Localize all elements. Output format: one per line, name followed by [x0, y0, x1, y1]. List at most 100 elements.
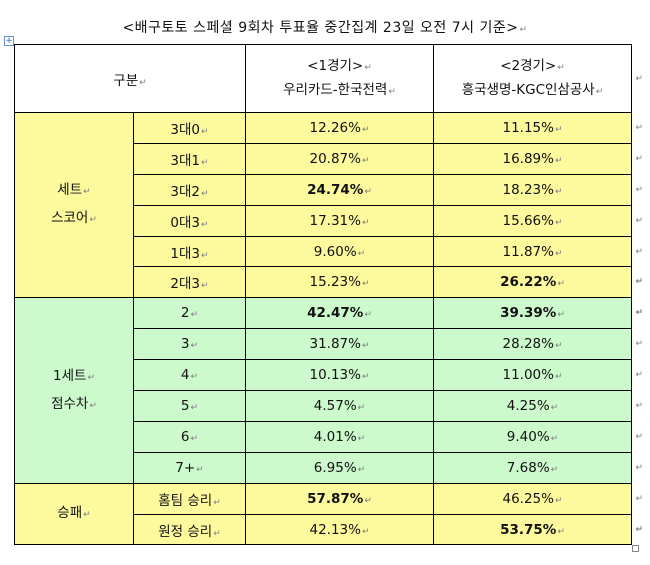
table-row: 1세트↵ 점수차↵ 2↵ 42.47%↵ 39.39%↵ ↵ — [14, 297, 643, 484]
row-label-cell: 4↵ — [133, 359, 246, 392]
row-label: 7+ — [175, 459, 196, 476]
game2-rate-cell: 46.25%↵ ↵ — [433, 482, 643, 515]
game2-rate-cell: 15.66%↵ ↵ — [433, 204, 643, 237]
rate-value: 57.87% — [307, 490, 364, 507]
header-game1-teams: 우리카드-한국전력 — [283, 81, 388, 98]
game2-rate-cell: 39.39%↵ ↵ — [433, 297, 643, 330]
rate-value: 12.26% — [309, 119, 361, 136]
section-label-cell: 세트↵ 스코어↵ — [14, 111, 134, 299]
row-label: 6 — [180, 428, 190, 445]
table-resize-handle[interactable] — [632, 545, 639, 552]
header-game2-label: <2경기> — [500, 57, 557, 74]
section-label-cell: 승패↵ — [14, 482, 134, 546]
game2-rate-cell: 26.22%↵ ↵ — [433, 266, 643, 299]
rate-value: 10.13% — [309, 367, 361, 384]
rate-value: 4.01% — [313, 428, 357, 445]
row-label-cell: 3↵ — [133, 328, 246, 361]
rate-value: 31.87% — [309, 336, 361, 353]
row-label-cell: 3대2↵ — [133, 173, 246, 206]
rate-value: 42.47% — [307, 305, 364, 322]
row-label-cell: 0대3↵ — [133, 204, 246, 237]
table-row: 승패↵ 홈팀 승리↵ 57.87%↵ 46.25%↵ ↵ — [14, 482, 643, 546]
rate-value: 17.31% — [309, 212, 361, 229]
table-row: 1대3↵ 9.60%↵ 11.87%↵ ↵ — [15, 235, 643, 268]
game1-rate-cell: 15.23%↵ — [245, 266, 434, 299]
rate-value: 11.87% — [502, 243, 554, 260]
row-label: 1대3 — [170, 245, 201, 262]
row-label: 홈팀 승리 — [158, 492, 213, 509]
rate-value: 11.00% — [502, 367, 554, 384]
game1-rate-cell: 20.87%↵ — [245, 142, 434, 175]
row-label-cell: 6↵ — [133, 420, 246, 453]
game2-rate-cell: 53.75%↵ ↵ — [433, 513, 643, 546]
rate-value: 53.75% — [500, 521, 557, 538]
row-label-cell: 7+↵ — [133, 451, 246, 484]
rate-value: 18.23% — [502, 181, 554, 198]
game2-rate-cell: 11.00%↵ ↵ — [433, 359, 643, 392]
game1-rate-cell: 4.57%↵ — [245, 390, 434, 422]
row-label-cell: 5↵ — [133, 390, 246, 422]
row-label: 0대3 — [170, 214, 201, 231]
game1-rate-cell: 31.87%↵ — [245, 328, 434, 361]
game2-rate-cell: 11.87%↵ ↵ — [433, 235, 643, 268]
table-row: 5↵ 4.57%↵ 4.25%↵ ↵ — [15, 390, 643, 422]
game1-rate-cell: 12.26%↵ — [245, 112, 434, 144]
header-game1-cell: <1경기>↵ 우리카드-한국전력↵ — [245, 44, 434, 113]
table-row: 7+↵ 6.95%↵ 7.68%↵ ↵ — [15, 451, 643, 484]
rate-value: 9.40% — [506, 428, 550, 445]
rate-value: 20.87% — [309, 150, 361, 167]
section-label: 스코어 — [51, 210, 89, 227]
game2-rate-cell: 28.28%↵ ↵ — [433, 328, 643, 361]
table-row: 4↵ 10.13%↵ 11.00%↵ ↵ — [15, 359, 643, 392]
row-label-cell: 3대1↵ — [133, 142, 246, 175]
header-game1-label: <1경기> — [307, 57, 364, 74]
section-label: 세트 — [57, 182, 83, 199]
game1-rate-cell: 6.95%↵ — [245, 451, 434, 484]
game1-rate-cell: 42.47%↵ — [245, 297, 434, 330]
row-label: 5 — [180, 397, 190, 414]
row-label-cell: 2대3↵ — [133, 266, 246, 299]
game1-rate-cell: 4.01%↵ — [245, 420, 434, 453]
row-label: 3대0 — [170, 121, 201, 138]
table-row: 3대1↵ 20.87%↵ 16.89%↵ ↵ — [15, 142, 643, 175]
section-label: 1세트 — [53, 367, 87, 384]
game2-rate-cell: 18.23%↵ ↵ — [433, 173, 643, 206]
game2-rate-cell: 7.68%↵ ↵ — [433, 451, 643, 484]
table-row: 원정 승리↵ 42.13%↵ 53.75%↵ ↵ — [15, 513, 643, 546]
table-row: 3↵ 31.87%↵ 28.28%↵ ↵ — [15, 328, 643, 361]
row-label: 원정 승리 — [158, 523, 213, 540]
document-title: <배구토토 스페셜 9회차 투표율 중간집계 23일 오전 7시 기준>↵ — [122, 20, 528, 36]
row-label-cell: 원정 승리↵ — [133, 513, 246, 546]
game1-rate-cell: 9.60%↵ — [245, 235, 434, 268]
header-group-cell: 구분↵ — [14, 44, 246, 113]
row-label: 3대2 — [170, 183, 201, 200]
rate-value: 26.22% — [500, 274, 557, 291]
game2-rate-cell: 4.25%↵ ↵ — [433, 390, 643, 422]
rate-value: 15.23% — [309, 274, 361, 291]
section-label: 점수차 — [51, 395, 89, 412]
row-label: 3 — [180, 336, 190, 353]
header-game2-cell: <2경기>↵ 흥국생명-KGC인삼공사↵ ↵ — [433, 44, 643, 113]
game1-rate-cell: 10.13%↵ — [245, 359, 434, 392]
row-label-cell: 홈팀 승리↵ — [133, 482, 246, 515]
row-label-cell: 2↵ — [133, 297, 246, 330]
game2-rate-cell: 16.89%↵ ↵ — [433, 142, 643, 175]
game2-rate-cell: 9.40%↵ ↵ — [433, 420, 643, 453]
rate-value: 11.15% — [502, 119, 554, 136]
rate-value: 6.95% — [313, 459, 357, 476]
header-group-label: 구분 — [113, 72, 139, 89]
row-label: 2 — [180, 305, 190, 322]
table-row: 6↵ 4.01%↵ 9.40%↵ ↵ — [15, 420, 643, 453]
row-label-cell: 3대0↵ — [133, 112, 246, 144]
rate-value: 4.25% — [506, 397, 550, 414]
table-row: 2대3↵ 15.23%↵ 26.22%↵ ↵ — [15, 266, 643, 299]
game2-rate-cell: 11.15%↵ ↵ — [433, 112, 643, 144]
row-label: 3대1 — [170, 152, 201, 169]
rate-value: 9.60% — [313, 243, 357, 260]
game1-rate-cell: 42.13%↵ — [245, 513, 434, 546]
rate-value: 46.25% — [502, 490, 554, 507]
table-move-handle-icon[interactable]: + — [4, 36, 14, 46]
table-row: 0대3↵ 17.31%↵ 15.66%↵ ↵ — [15, 204, 643, 237]
game1-rate-cell: 24.74%↵ — [245, 173, 434, 206]
vote-rate-table: 구분↵ <1경기>↵ 우리카드-한국전력↵ <2경기>↵ 흥국생명-KGC인삼공… — [14, 44, 643, 546]
